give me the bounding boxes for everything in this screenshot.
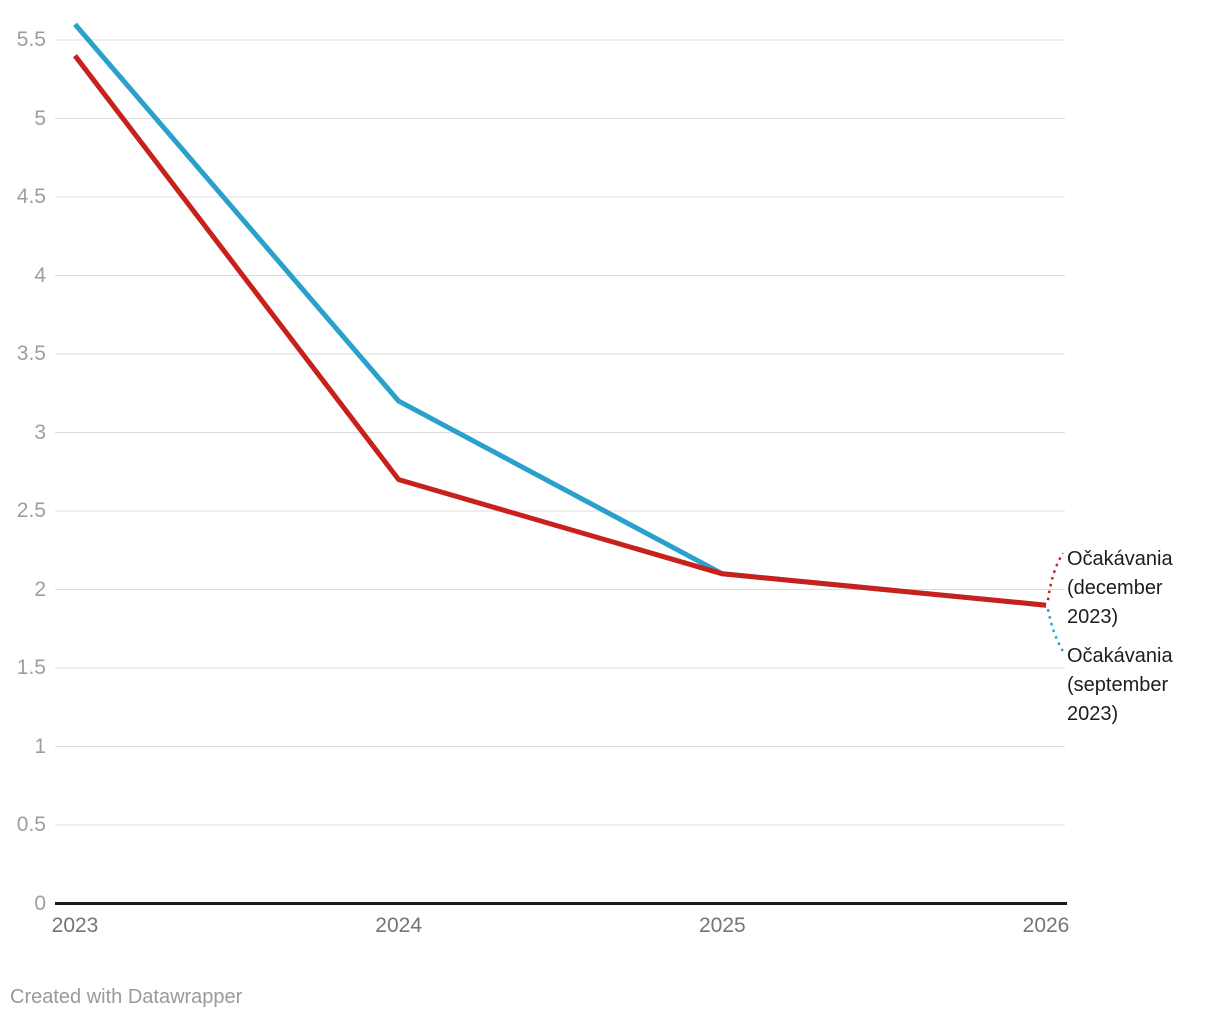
y-tick-label-5: 5 [34, 106, 46, 130]
series-label-september: Očakávania (september 2023) [1067, 645, 1173, 725]
y-tick-label-3: 3 [34, 420, 46, 444]
x-tick-label-2025: 2025 [698, 914, 746, 937]
series-lines [73, 22, 1047, 608]
series-line-september [73, 22, 1047, 608]
y-tick-label-1.5: 1.5 [16, 656, 46, 679]
datawrapper-credit: Created with Datawrapper [10, 986, 243, 1008]
x-tick-label-2024: 2024 [375, 914, 423, 937]
y-tick-label-0: 0 [34, 891, 46, 915]
gridlines [55, 39, 1065, 826]
y-tick-label-4: 4 [34, 263, 46, 287]
x-tick-label-2026: 2026 [1022, 914, 1070, 937]
label-connectors [1046, 552, 1065, 652]
connector-september [1046, 608, 1065, 652]
series-label-december: Očakávania (december 2023) [1067, 548, 1173, 628]
connector-december [1046, 552, 1065, 601]
y-tick-label-4.5: 4.5 [16, 185, 46, 208]
y-tick-label-2: 2 [34, 577, 46, 601]
y-tick-label-5.5: 5.5 [16, 28, 46, 51]
y-tick-label-1: 1 [34, 734, 46, 758]
series-line-december [73, 54, 1047, 608]
y-tick-label-0.5: 0.5 [16, 813, 46, 836]
x-tick-label-2023: 2023 [51, 914, 99, 937]
y-tick-label-2.5: 2.5 [16, 499, 46, 522]
y-tick-label-3.5: 3.5 [16, 342, 46, 365]
